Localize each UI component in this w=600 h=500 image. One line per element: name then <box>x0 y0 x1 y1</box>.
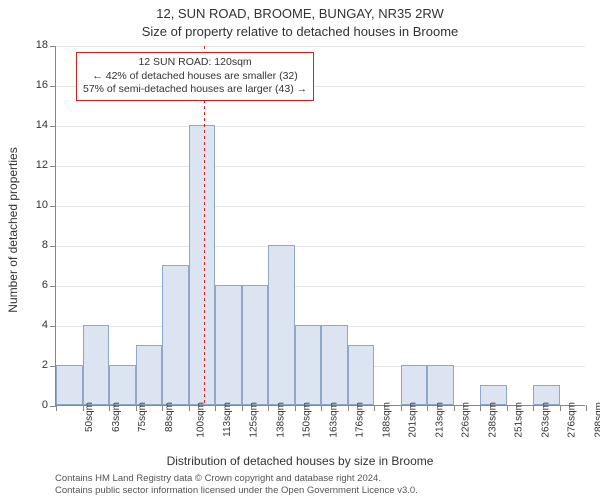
y-tick <box>50 326 56 327</box>
y-tick-label: 14 <box>26 119 48 131</box>
x-tick-label: 75sqm <box>137 402 148 432</box>
gridline <box>56 286 585 287</box>
y-tick <box>50 86 56 87</box>
gridline <box>56 46 585 47</box>
annotation-line-3: 57% of semi-detached houses are larger (… <box>83 83 307 97</box>
x-tick-label: 138sqm <box>275 402 286 438</box>
x-tick <box>215 405 216 411</box>
x-tick <box>507 405 508 411</box>
histogram-bar <box>295 325 322 405</box>
x-tick-label: 125sqm <box>249 402 260 438</box>
x-tick-label: 251sqm <box>514 402 525 438</box>
histogram-bar <box>401 365 428 405</box>
x-tick-label: 88sqm <box>164 402 175 432</box>
y-tick-label: 10 <box>26 199 48 211</box>
y-tick <box>50 126 56 127</box>
histogram-bar <box>162 265 189 405</box>
y-tick <box>50 286 56 287</box>
x-tick <box>136 405 137 411</box>
chart-title-subtitle: Size of property relative to detached ho… <box>0 24 600 39</box>
histogram-bar <box>215 285 242 405</box>
x-tick <box>295 405 296 411</box>
credits-line-1: Contains HM Land Registry data © Crown c… <box>55 473 590 484</box>
credits: Contains HM Land Registry data © Crown c… <box>55 473 590 496</box>
x-tick <box>480 405 481 411</box>
x-tick-label: 226sqm <box>461 402 472 438</box>
chart-container: 12, SUN ROAD, BROOME, BUNGAY, NR35 2RW S… <box>0 0 600 500</box>
histogram-bar <box>109 365 136 405</box>
x-tick-label: 176sqm <box>355 402 366 438</box>
histogram-bar <box>83 325 110 405</box>
histogram-bar <box>348 345 375 405</box>
x-tick-label: 238sqm <box>487 402 498 438</box>
x-tick-label: 50sqm <box>84 402 95 432</box>
histogram-bar <box>268 245 295 405</box>
plot-area: 02468101214161850sqm63sqm75sqm88sqm100sq… <box>55 46 585 406</box>
chart-title-address: 12, SUN ROAD, BROOME, BUNGAY, NR35 2RW <box>0 6 600 21</box>
x-axis-label: Distribution of detached houses by size … <box>0 454 600 468</box>
histogram-bar <box>427 365 454 405</box>
x-tick-label: 213sqm <box>434 402 445 438</box>
gridline <box>56 246 585 247</box>
y-tick-label: 16 <box>26 79 48 91</box>
histogram-bar <box>189 125 216 405</box>
x-tick <box>321 405 322 411</box>
x-tick-label: 100sqm <box>196 402 207 438</box>
annotation-line-1: 12 SUN ROAD: 120sqm <box>83 56 307 70</box>
x-tick-label: 63sqm <box>111 402 122 432</box>
gridline <box>56 166 585 167</box>
x-tick <box>162 405 163 411</box>
x-tick <box>348 405 349 411</box>
x-tick-label: 288sqm <box>593 402 600 438</box>
x-tick-label: 113sqm <box>221 402 232 437</box>
x-tick <box>533 405 534 411</box>
x-tick-label: 188sqm <box>381 402 392 438</box>
credits-line-2: Contains public sector information licen… <box>55 485 590 496</box>
y-tick-label: 0 <box>26 399 48 411</box>
x-tick-label: 163sqm <box>328 402 339 438</box>
annotation-box: 12 SUN ROAD: 120sqm ← 42% of detached ho… <box>76 52 314 101</box>
x-tick-label: 276sqm <box>567 402 578 438</box>
y-tick-label: 2 <box>26 359 48 371</box>
x-tick <box>586 405 587 411</box>
x-tick <box>268 405 269 411</box>
gridline <box>56 126 585 127</box>
x-tick <box>56 405 57 411</box>
x-tick <box>374 405 375 411</box>
x-tick <box>454 405 455 411</box>
x-tick <box>109 405 110 411</box>
y-tick <box>50 246 56 247</box>
y-tick-label: 4 <box>26 319 48 331</box>
x-tick-label: 150sqm <box>302 402 313 438</box>
histogram-bar <box>242 285 269 405</box>
x-tick <box>189 405 190 411</box>
y-tick <box>50 46 56 47</box>
histogram-bar <box>56 365 83 405</box>
x-tick <box>560 405 561 411</box>
y-tick <box>50 206 56 207</box>
y-tick-label: 12 <box>26 159 48 171</box>
y-axis-label: Number of detached properties <box>6 147 20 312</box>
x-tick <box>83 405 84 411</box>
x-tick <box>427 405 428 411</box>
x-tick <box>401 405 402 411</box>
y-tick-label: 6 <box>26 279 48 291</box>
x-tick <box>242 405 243 411</box>
histogram-bar <box>321 325 348 405</box>
y-tick-label: 18 <box>26 39 48 51</box>
gridline <box>56 206 585 207</box>
y-tick <box>50 166 56 167</box>
annotation-line-2: ← 42% of detached houses are smaller (32… <box>83 70 307 84</box>
x-tick-label: 263sqm <box>540 402 551 438</box>
y-tick-label: 8 <box>26 239 48 251</box>
x-tick-label: 201sqm <box>408 402 419 438</box>
histogram-bar <box>136 345 163 405</box>
